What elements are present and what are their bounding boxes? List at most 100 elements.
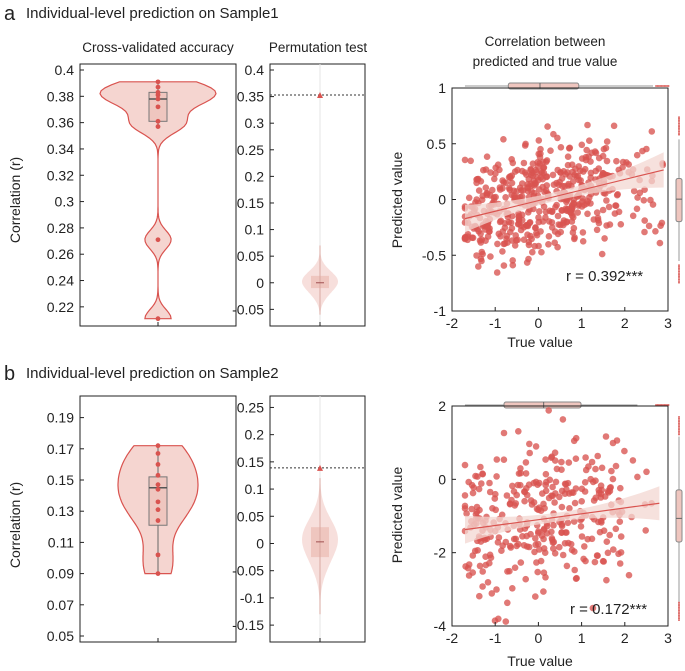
b-scatter-data-point [616,518,624,525]
b-scatter-data-point [530,479,538,487]
a-scatter-data-point [527,166,534,173]
a-scatter-right-marginal-outlier [678,116,680,118]
a-cv-fold-point [155,92,161,98]
a-scatter-data-point [515,213,523,221]
a-scatter-data-point [633,151,641,159]
a-scatter-data-point [548,219,556,226]
b-scatter-data-point [500,429,508,437]
b-scatter-right-marginal-outlier [678,422,680,425]
a-scatter-data-point [593,209,601,216]
b-scatter-right-marginal-outlier [678,616,680,618]
a-scatter-right-marginal-outlier [678,273,680,276]
b-scatter-data-point [548,528,555,536]
b-scatter-data-point [588,535,596,543]
b-scatter-ytick-label: 0 [438,471,446,487]
a-scatter-regression-line [464,169,664,220]
b-scatter-data-point [535,504,543,512]
b-scatter-right-marginal-outlier [678,612,680,615]
a-scatter-data-point [652,228,659,235]
a-scatter-data-point [641,217,648,224]
b-scatter-xtick-label: -2 [446,630,459,646]
b-scatter-data-point [605,489,612,496]
b-cv-ytick-label: 0.19 [47,410,74,426]
b-scatter-data-point [534,540,542,548]
a-scatter-data-point [530,182,538,189]
a-scatter-right-marginal-outlier [678,278,680,281]
a-scatter-data-point [490,194,498,201]
a-perm-violin-chart: 0.4 0.35 0.3 0.25 0.2 0.15 0.1 0.05 0 -0.05 [232,62,366,327]
b-scatter-right-marginal-outlier [678,614,680,617]
b-scatter-data-point [577,523,585,530]
a-scatter-data-point [548,208,556,216]
b-scatter-right-marginal-outlier [678,420,680,423]
b-scatter-annotation: r = 0.172*** [570,601,647,618]
b-scatter-data-point [486,479,493,487]
b-scatter-data-point [479,568,487,575]
a-scatter-data-point [593,226,601,234]
b-scatter-data-point [545,407,552,414]
b-scatter-data-point [511,564,519,571]
b-scatter-data-point [556,543,563,551]
a-cv-ytick-label: 0.26 [47,246,74,262]
b-cv-fold-point [155,482,161,488]
a-scatter-data-point [543,182,551,189]
b-perm-ytick-label: 0.05 [237,508,264,524]
b-scatter-data-point [500,456,508,464]
a-scatter-data-point [645,222,653,230]
b-scatter-data-point [517,469,524,477]
a-scatter-right-marginal-outlier [678,272,680,275]
a-cv-fold-point [155,237,161,243]
a-scatter-right-marginal-outlier [678,265,680,268]
b-scatter-data-point [572,434,580,442]
b-cv-violin-chart: 0.19 0.17 0.15 0.13 0.11 0.09 0.07 0.05 [47,395,237,644]
a-scatter-right-marginal-outlier [678,264,680,267]
a-scatter-data-point [636,189,644,197]
b-scatter-data-point [563,562,571,570]
b-scatter-top-marginal-box [503,401,582,409]
a-scatter-data-point [657,222,664,229]
b-scatter-data-point [534,568,541,576]
b-scatter-data-point [558,529,565,536]
a-cv-fold-point [155,118,161,124]
a-scatter-data-point [478,248,486,256]
a-scatter-data-point [509,261,517,269]
a-cv-ytick-label: 0.24 [47,273,74,289]
a-scatter-xlabel: True value [507,334,573,350]
a-scatter-data-point [603,197,610,204]
a-scatter-data-point [564,153,572,160]
a-scatter-data-point [484,224,492,231]
b-cv-fold-point [155,507,161,513]
b-scatter-data-point [594,552,601,559]
b-scatter-data-point [540,569,548,576]
a-scatter-data-point [506,173,514,180]
a-scatter-xtick-label: 1 [578,315,586,331]
a-scatter-right-marginal-outlier [678,132,680,134]
b-scatter-top-marginal-outlier [659,404,662,406]
a-scatter-data-point [610,122,618,130]
a-scatter-data-point [478,257,485,265]
a-scatter-data-point [541,188,548,196]
b-scatter-data-point [542,470,550,478]
a-scatter-data-point [633,205,641,213]
b-scatter-data-point [591,558,599,566]
b-scatter-data-point [598,464,606,472]
a-scatter-data-point [584,210,591,218]
b-scatter-right-marginal-outlier [678,428,680,431]
b-scatter-data-point [517,465,524,472]
b-scatter-xlabel: True value [507,653,573,669]
a-scatter-data-point [532,224,539,231]
b-scatter-data-point [617,533,625,540]
a-scatter-data-point [482,166,490,173]
a-cv-fold-point [155,96,161,102]
a-scatter-top-marginal-outlier [664,85,667,87]
b-cv-ytick-label: 0.05 [47,628,74,644]
a-scatter-data-point [592,149,600,157]
b-scatter-right-marginal-outlier [678,425,680,428]
a-scatter-xtick-label: -2 [446,315,459,331]
b-scatter-data-point [532,535,539,542]
a-scatter-data-point [507,219,515,226]
a-scatter-right-marginal-outlier [678,269,680,271]
a-scatter-data-point [554,230,562,238]
b-scatter-top-marginal-outlier [666,404,669,406]
b-scatter-data-point [504,599,511,607]
